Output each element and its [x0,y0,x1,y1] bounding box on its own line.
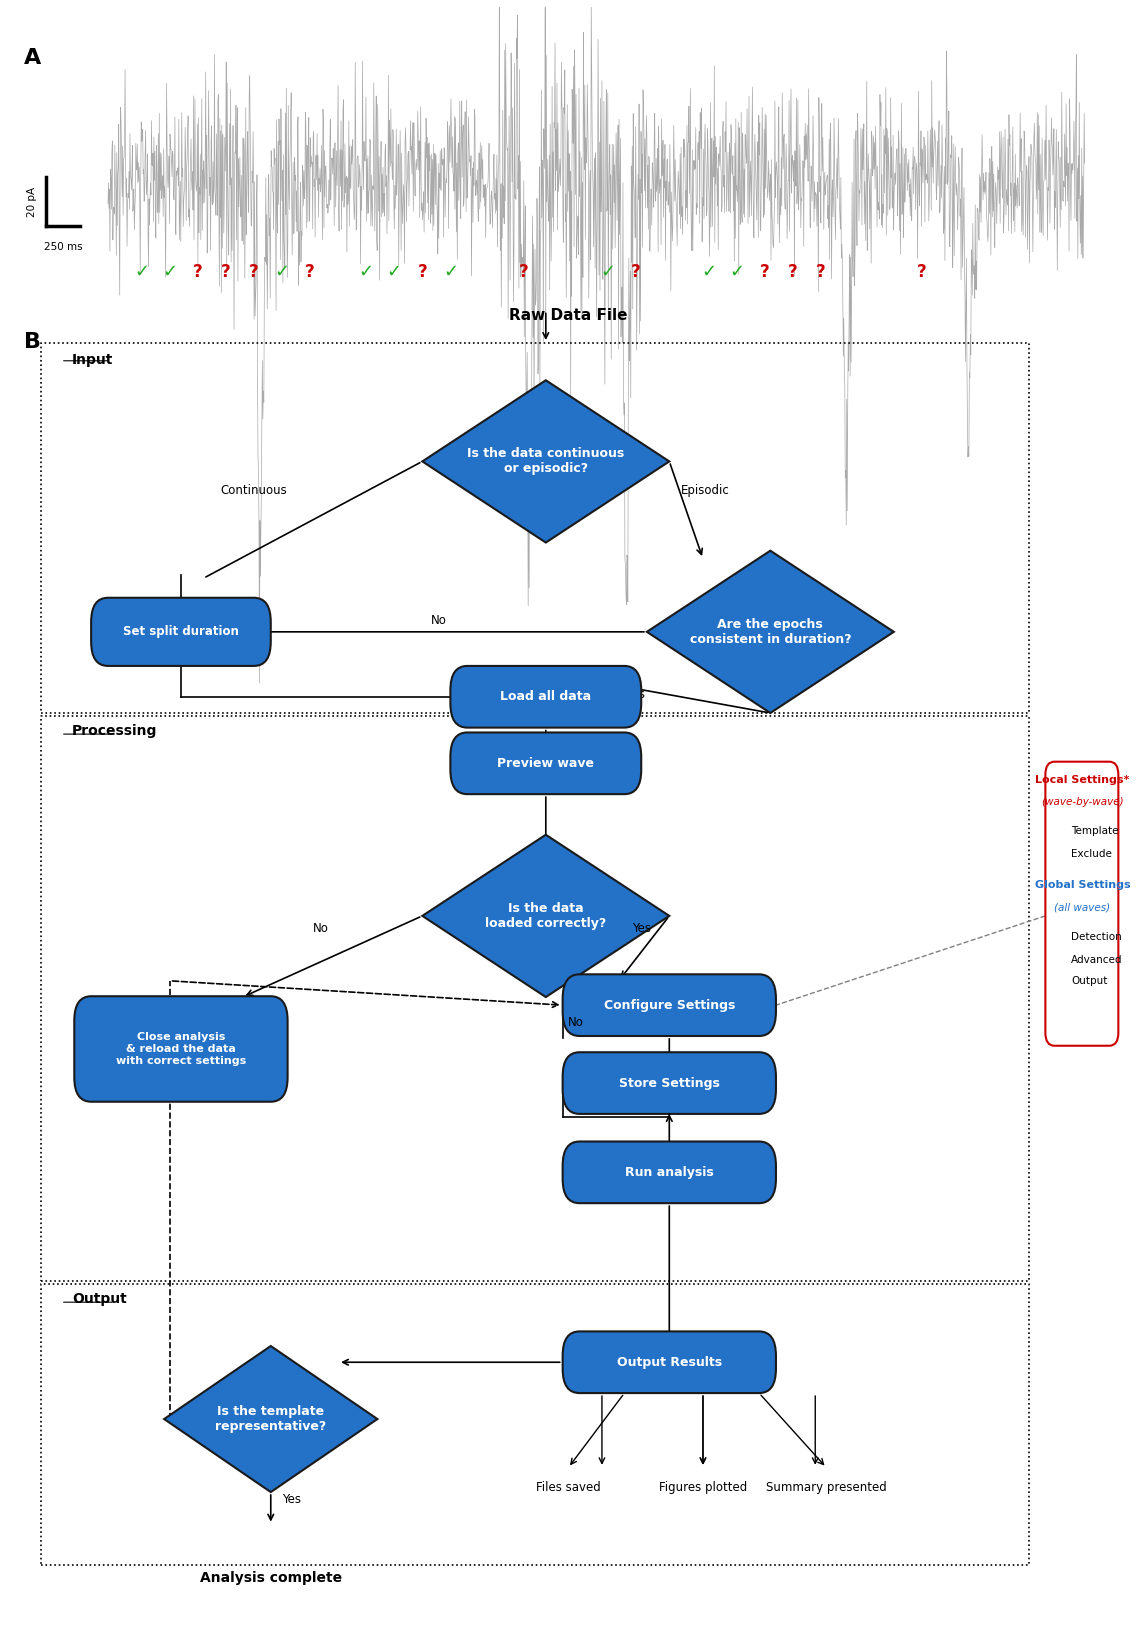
Text: ?: ? [518,262,529,280]
Text: ?: ? [759,262,770,280]
Text: (all waves): (all waves) [1054,904,1110,913]
Text: ?: ? [305,262,315,280]
FancyBboxPatch shape [451,732,641,794]
Text: 20 pA: 20 pA [26,187,37,216]
Text: Is the data
loaded correctly?: Is the data loaded correctly? [485,902,607,930]
Text: Output Results: Output Results [617,1355,721,1369]
Text: Detection: Detection [1071,931,1122,941]
Text: Local Settings*: Local Settings* [1036,774,1130,784]
Text: ?: ? [221,262,231,280]
Text: ✓: ✓ [729,262,744,280]
Text: Input: Input [72,352,114,367]
Text: Yes: Yes [632,922,650,935]
Text: No: No [431,614,447,627]
Text: ?: ? [631,262,640,280]
Text: 250 ms: 250 ms [44,242,83,252]
Text: Yes: Yes [282,1493,301,1506]
Text: Yes: Yes [626,689,645,701]
Polygon shape [647,550,894,714]
Text: ?: ? [816,262,826,280]
FancyBboxPatch shape [1045,761,1118,1046]
Text: ✓: ✓ [134,262,149,280]
Text: Episodic: Episodic [680,485,729,498]
FancyBboxPatch shape [563,1141,777,1203]
Text: Summary presented: Summary presented [766,1481,887,1493]
Text: ✓: ✓ [701,262,716,280]
Text: Output: Output [1071,976,1108,985]
Text: No: No [313,922,329,935]
Text: ?: ? [418,262,427,280]
Text: Analysis complete: Analysis complete [200,1572,342,1585]
Text: ✓: ✓ [162,262,178,280]
FancyBboxPatch shape [451,666,641,727]
Text: Store Settings: Store Settings [619,1077,719,1090]
Text: Close analysis
& reload the data
with correct settings: Close analysis & reload the data with co… [116,1033,247,1066]
Text: No: No [568,1017,584,1030]
Text: Processing: Processing [72,724,157,738]
Text: Is the template
representative?: Is the template representative? [216,1405,327,1432]
Text: Preview wave: Preview wave [498,756,594,769]
Text: Run analysis: Run analysis [625,1166,713,1179]
Text: Files saved: Files saved [536,1481,601,1493]
Text: ?: ? [916,262,927,280]
Text: Output: Output [72,1293,127,1306]
FancyBboxPatch shape [91,598,271,666]
Text: Figures plotted: Figures plotted [658,1481,747,1493]
Text: A: A [24,47,41,67]
Text: ✓: ✓ [387,262,401,280]
Text: Load all data: Load all data [500,691,592,704]
Text: ✓: ✓ [443,262,458,280]
Text: Global Settings: Global Settings [1035,881,1130,891]
Polygon shape [422,380,670,542]
Text: Raw Data File: Raw Data File [509,308,627,322]
Text: Continuous: Continuous [220,485,287,498]
FancyBboxPatch shape [75,997,288,1102]
Text: Are the epochs
consistent in duration?: Are the epochs consistent in duration? [689,617,851,647]
Text: ✓: ✓ [600,262,615,280]
Text: Configure Settings: Configure Settings [603,999,735,1012]
FancyBboxPatch shape [563,974,777,1036]
Text: Set split duration: Set split duration [123,625,239,638]
Text: Is the data continuous
or episodic?: Is the data continuous or episodic? [467,447,624,475]
Text: ✓: ✓ [274,262,289,280]
Text: Exclude: Exclude [1071,850,1113,859]
Text: ?: ? [193,262,203,280]
Text: (wave-by-wave): (wave-by-wave) [1041,797,1124,807]
FancyBboxPatch shape [563,1331,777,1393]
Text: Template: Template [1071,827,1118,837]
Text: ✓: ✓ [359,262,374,280]
Text: B: B [24,332,41,352]
Text: Advanced: Advanced [1071,954,1123,964]
Polygon shape [422,835,670,997]
Polygon shape [164,1346,377,1491]
Text: ?: ? [249,262,259,280]
Text: ?: ? [788,262,797,280]
FancyBboxPatch shape [563,1053,777,1113]
